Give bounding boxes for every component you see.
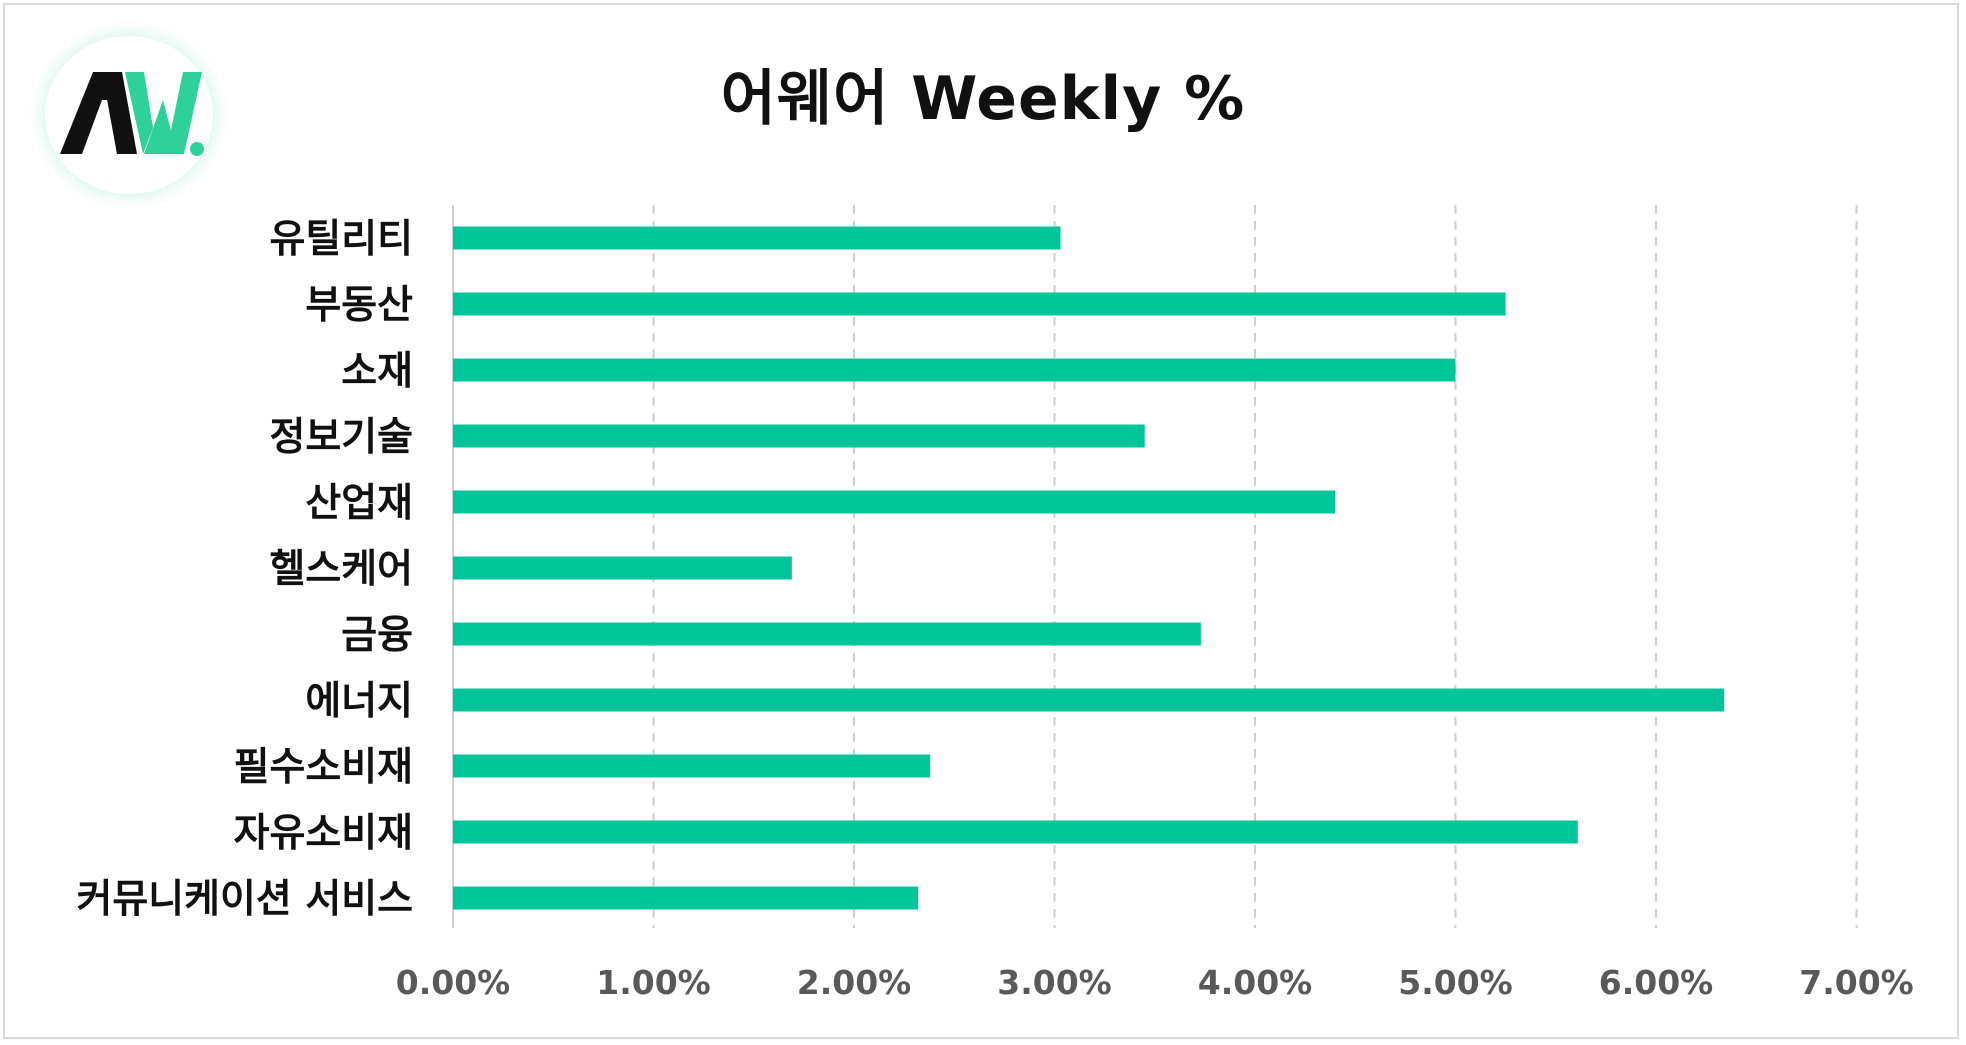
- category-label: 헬스케어: [269, 547, 413, 592]
- bar: [453, 226, 1061, 250]
- bar: [453, 688, 1725, 712]
- category-label: 자유소비재: [234, 811, 413, 856]
- category-label: 유틸리티: [269, 217, 413, 262]
- category-labels: 유틸리티부동산소재정보기술산업재헬스케어금융에너지필수소비재자유소비재커뮤니케이…: [77, 217, 414, 922]
- category-label: 금융: [341, 613, 413, 658]
- logo: [45, 36, 213, 194]
- logo-w-stroke-1: [125, 72, 153, 154]
- category-label: 커뮤니케이션 서비스: [77, 877, 414, 922]
- bar: [453, 754, 931, 778]
- x-tick-label: 1.00%: [596, 963, 711, 1002]
- category-label: 정보기술: [269, 415, 413, 460]
- bar: [453, 820, 1578, 844]
- bar: [453, 424, 1145, 448]
- bar: [453, 622, 1201, 646]
- bars: [453, 226, 1725, 910]
- category-label: 필수소비재: [234, 745, 413, 790]
- category-label: 부동산: [305, 283, 413, 328]
- logo-a-stroke-2: [102, 72, 137, 154]
- chart-frame: [3, 3, 1959, 1039]
- bar: [453, 490, 1336, 514]
- x-tick-label: 7.00%: [1799, 963, 1914, 1002]
- x-tick-label: 5.00%: [1398, 963, 1513, 1002]
- bar: [453, 358, 1456, 382]
- x-tick-labels: 0.00% 1.00% 2.00% 3.00% 4.00% 5.00% 6.00% 7.00%: [396, 963, 1914, 1002]
- logo-a-stroke: [60, 72, 108, 154]
- category-label: 에너지: [305, 679, 413, 724]
- logo-w-stroke-3: [166, 72, 202, 154]
- chart-title: 어웨어 Weekly %: [720, 64, 1246, 134]
- x-tick-label: 4.00%: [1198, 963, 1313, 1002]
- logo-dot: [190, 142, 204, 156]
- x-tick-label: 2.00%: [797, 963, 912, 1002]
- logo-w-stroke-2: [144, 100, 177, 154]
- gridlines: [452, 205, 1858, 928]
- aw-logo-icon: [60, 72, 204, 156]
- x-tick-label: 6.00%: [1599, 963, 1714, 1002]
- bar: [453, 886, 919, 910]
- x-tick-label: 3.00%: [997, 963, 1112, 1002]
- category-label: 소재: [341, 349, 413, 394]
- bar: [453, 292, 1506, 316]
- category-label: 산업재: [305, 481, 413, 526]
- x-tick-label: 0.00%: [396, 963, 511, 1002]
- bar: [453, 556, 792, 580]
